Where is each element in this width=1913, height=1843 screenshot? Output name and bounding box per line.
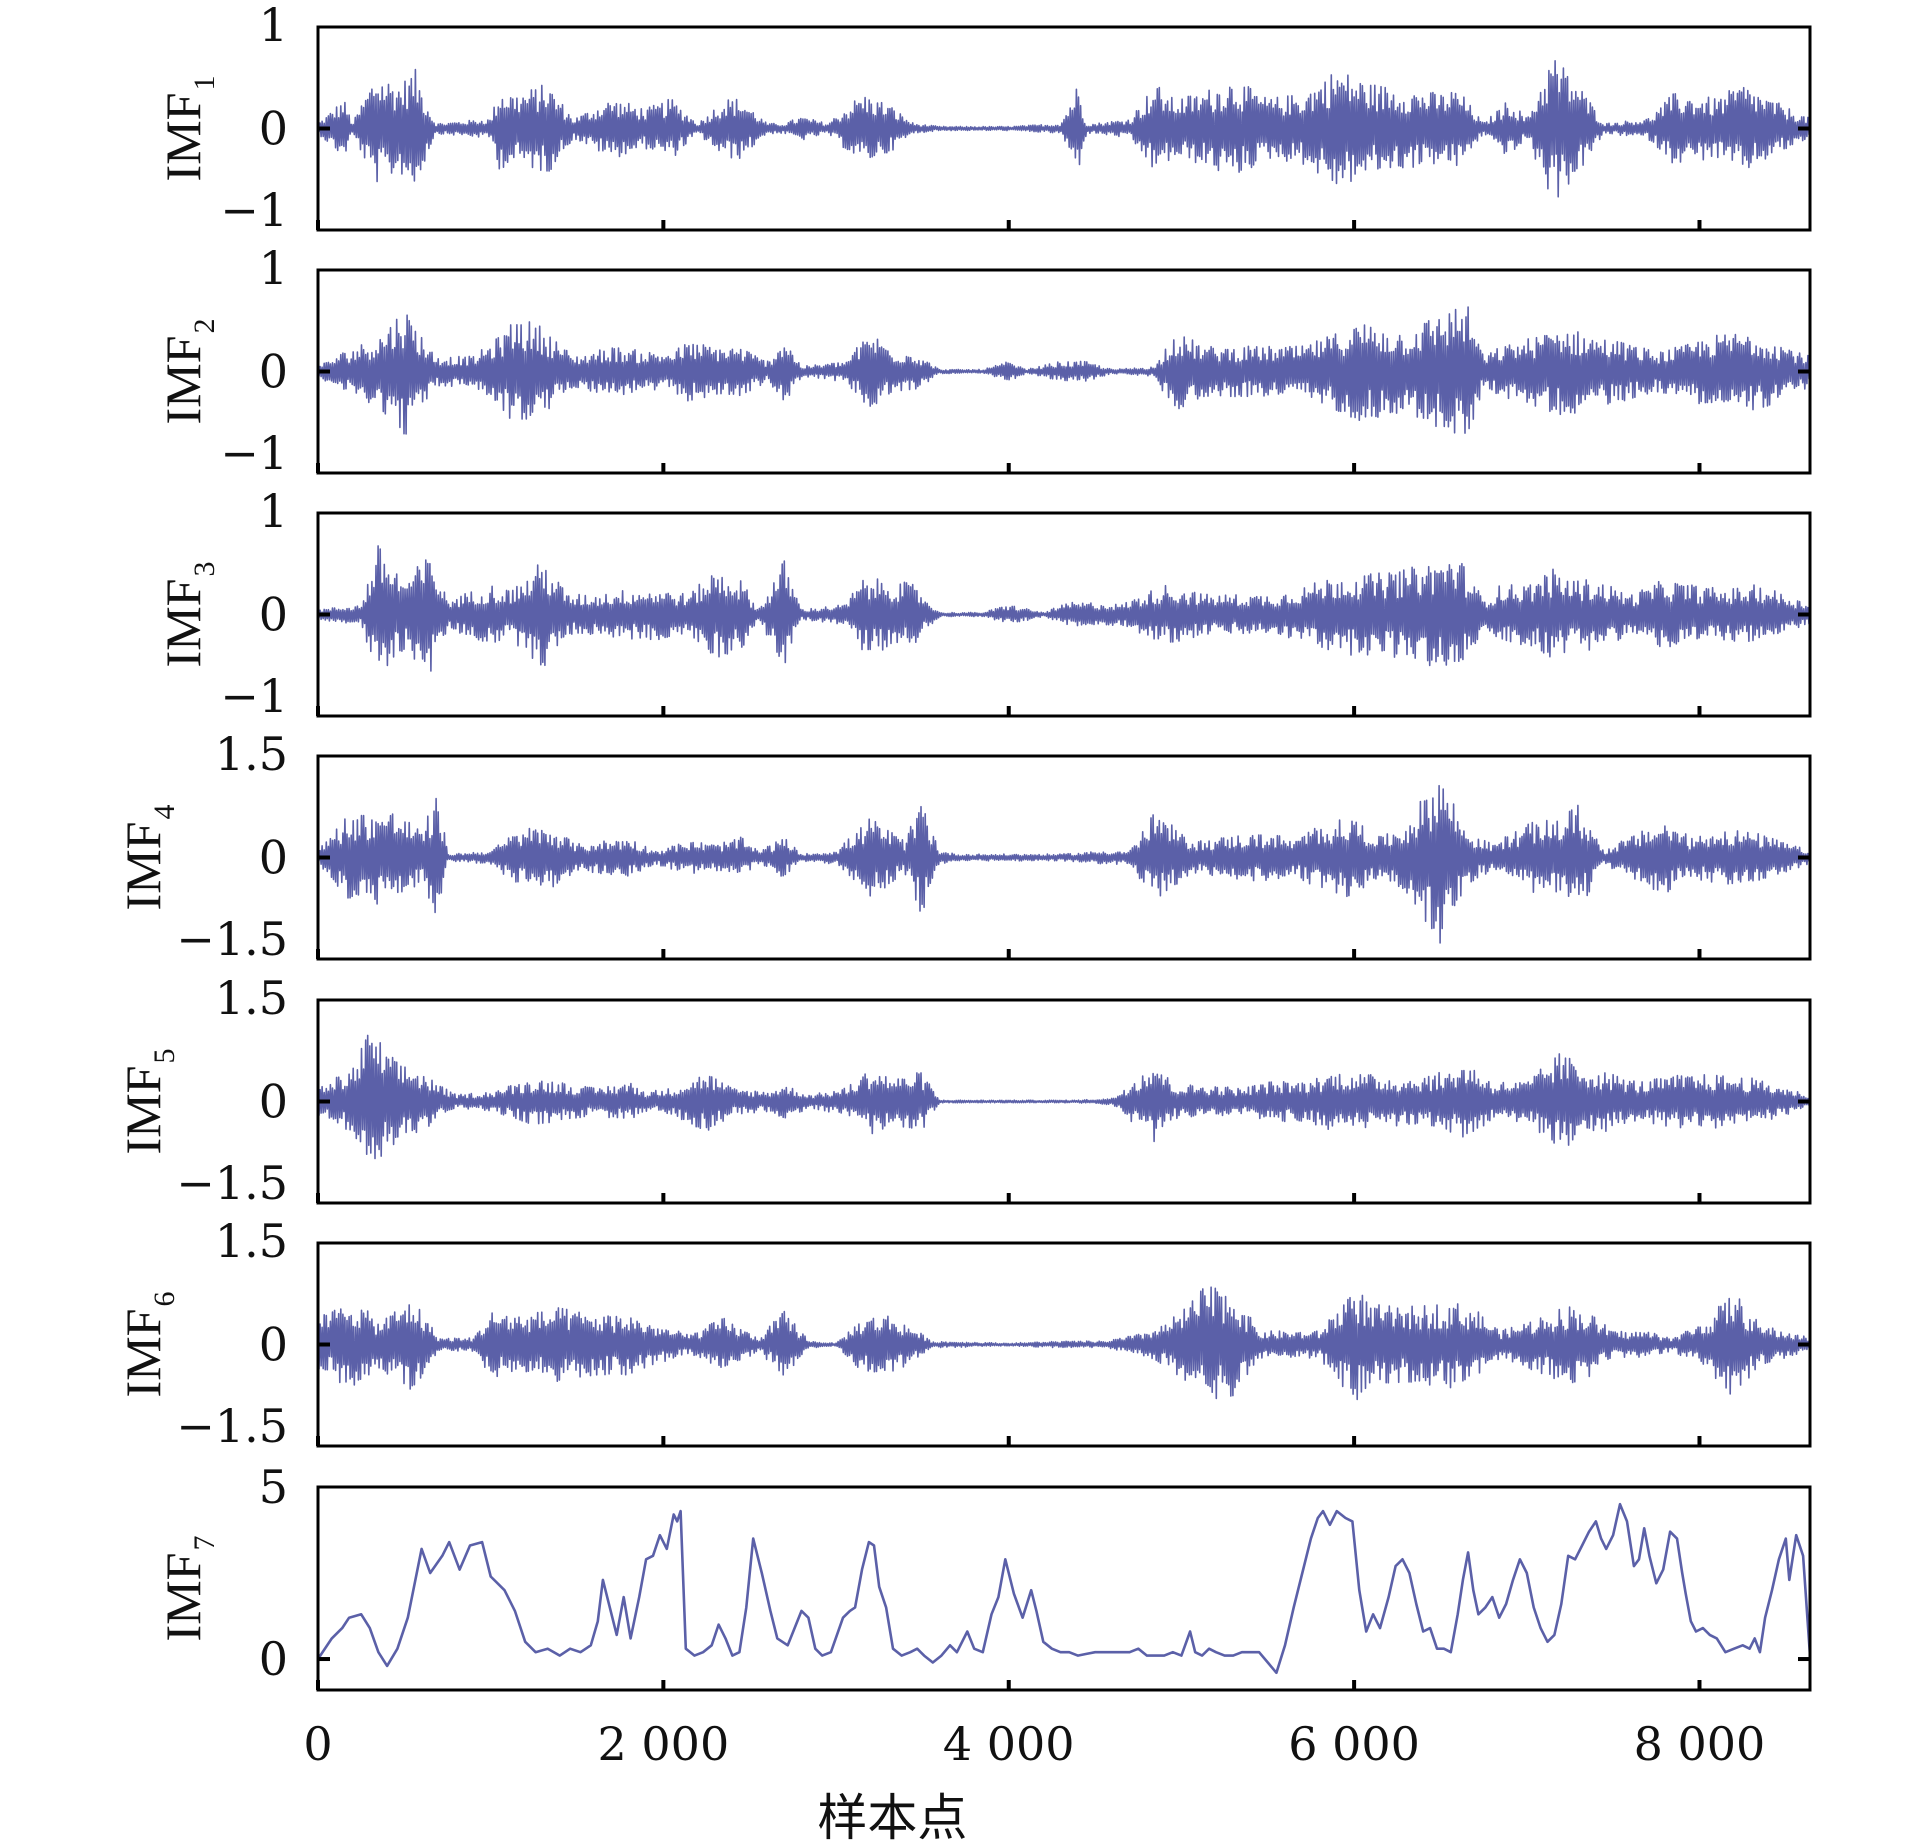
series-line-imf-2	[317, 306, 1811, 435]
y-axis-label-subscript: 1	[188, 76, 221, 91]
y-axis-label-main: IMF	[115, 1309, 171, 1398]
series-line-imf-7	[316, 1502, 1812, 1675]
y-tick-label: 1	[259, 484, 288, 538]
y-axis-label-subscript: 7	[188, 1536, 221, 1551]
y-tick-label: 0	[259, 345, 288, 399]
y-tick-label: 1.5	[215, 1214, 288, 1268]
y-tick-label: −1.5	[176, 912, 288, 966]
y-tick-label: −1	[220, 183, 288, 237]
y-tick-label: 0	[259, 102, 288, 156]
y-tick-label: −1	[220, 426, 288, 480]
y-axis-label-subscript: 3	[188, 562, 221, 577]
series-line-imf-1	[317, 60, 1811, 198]
y-axis-label-main: IMF	[155, 336, 211, 425]
x-tick-label: 4 000	[943, 1717, 1075, 1771]
y-tick-label: −1.5	[176, 1399, 288, 1453]
x-axis-title: 样本点	[817, 1789, 967, 1843]
series-line-imf-4	[317, 784, 1811, 944]
y-axis-label-imf-7: IMF 7	[155, 1536, 221, 1642]
y-axis-label-subscript: 4	[148, 805, 181, 820]
y-axis-label-imf-5: IMF 5	[115, 1049, 181, 1155]
y-tick-label: 0	[259, 1075, 288, 1129]
x-axis: 0 2 000 4 000 6 000 8 000	[303, 1717, 1765, 1771]
y-axis-label-imf-6: IMF 6	[115, 1292, 181, 1398]
y-axis-label-imf-1: IMF 1	[155, 76, 221, 182]
y-axis-label-main: IMF	[155, 93, 211, 182]
y-tick-label: 1	[259, 241, 288, 295]
plot-frame	[316, 1485, 1812, 1692]
x-tick-label: 8 000	[1634, 1717, 1766, 1771]
y-axis-label-main: IMF	[155, 579, 211, 668]
x-tick-label: 0	[303, 1717, 332, 1771]
y-tick-label: 0	[259, 1632, 288, 1686]
y-axis-label-imf-3: IMF 3	[155, 562, 221, 668]
y-axis-label-subscript: 2	[188, 319, 221, 334]
y-tick-label: 5	[259, 1460, 288, 1514]
x-tick-label: 6 000	[1288, 1717, 1420, 1771]
y-axis-label-subscript: 6	[148, 1292, 181, 1307]
y-axis-label-subscript: 5	[148, 1049, 181, 1064]
y-tick-label: 1.5	[215, 971, 288, 1025]
y-tick-label: −1.5	[176, 1156, 288, 1210]
y-tick-label: 1.5	[215, 727, 288, 781]
y-axis-label-main: IMF	[115, 1066, 171, 1155]
series-line-imf-3	[317, 545, 1811, 672]
x-tick-label: 2 000	[598, 1717, 730, 1771]
y-tick-label: 0	[259, 831, 288, 885]
y-axis-label-main: IMF	[115, 822, 171, 911]
y-tick-label: 1	[259, 0, 288, 52]
series-line-imf-5	[317, 1034, 1811, 1160]
y-tick-label: −1	[220, 669, 288, 723]
subplot-imf-7: 5 0 IMF 7	[155, 1460, 1812, 1692]
y-axis-label-main: IMF	[155, 1553, 211, 1642]
y-tick-label: 0	[259, 1318, 288, 1372]
y-axis-label-imf-2: IMF 2	[155, 319, 221, 425]
y-tick-label: 0	[259, 588, 288, 642]
y-axis-label-imf-4: IMF 4	[115, 805, 181, 911]
subplot-stack: 10−1IMF110−1IMF210−1IMF31.50−1.5IMF41.50…	[115, 0, 1812, 1692]
series-line-imf-6	[317, 1286, 1811, 1401]
